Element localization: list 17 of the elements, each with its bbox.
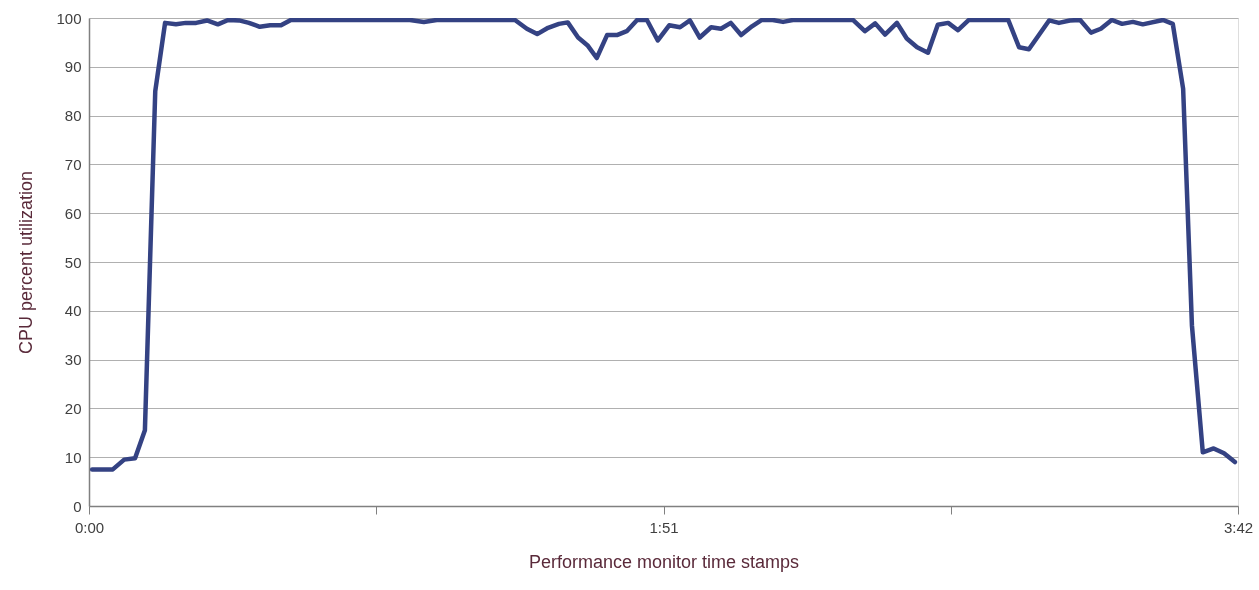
y-tick-label: 90 bbox=[64, 58, 82, 76]
y-tick-label: 80 bbox=[64, 107, 82, 125]
y-tick-label: 60 bbox=[64, 204, 82, 222]
y-tick-label: 100 bbox=[56, 9, 82, 27]
y-axis-title: CPU percent utilization bbox=[16, 170, 37, 355]
x-tick-label: 3:42 bbox=[1223, 518, 1254, 536]
x-tick-label: 1:51 bbox=[649, 518, 679, 536]
y-tick-label: 30 bbox=[64, 351, 82, 369]
y-tick-label: 50 bbox=[64, 253, 82, 271]
x-tick-label: 0:00 bbox=[74, 518, 105, 536]
line-series bbox=[89, 18, 1238, 472]
y-tick-label: 10 bbox=[64, 448, 82, 466]
y-tick-label: 20 bbox=[64, 399, 82, 417]
x-axis-title: Performance monitor time stamps bbox=[528, 551, 800, 572]
y-tick-label: 40 bbox=[64, 302, 82, 320]
y-tick-label: 0 bbox=[73, 497, 82, 515]
y-tick-label: 70 bbox=[64, 155, 82, 173]
